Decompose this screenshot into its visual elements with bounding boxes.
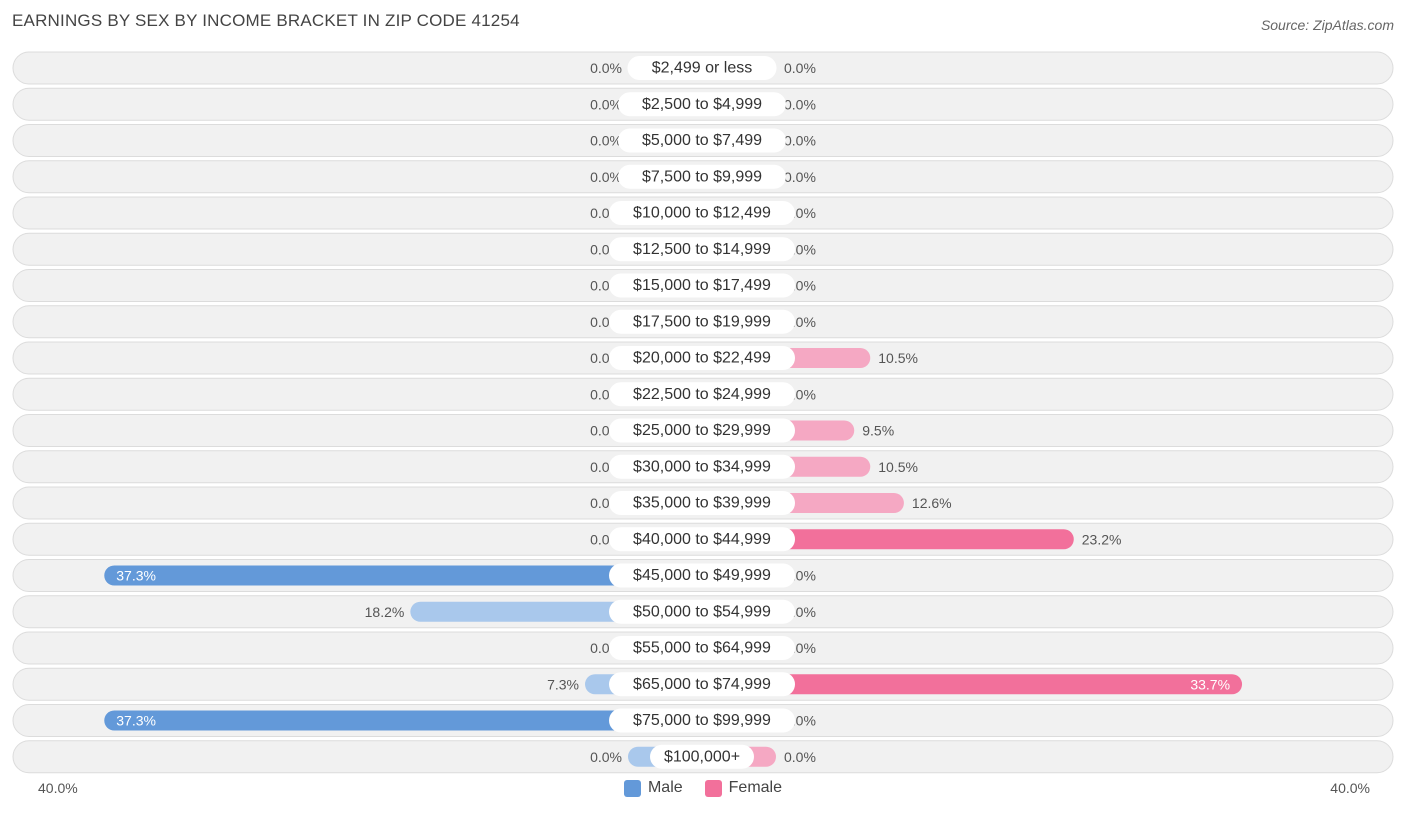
- category-label: $2,500 to $4,999: [642, 96, 762, 113]
- category-label: $10,000 to $12,499: [633, 205, 771, 222]
- category-label-background: [618, 128, 786, 153]
- category-label: $12,500 to $14,999: [633, 241, 771, 258]
- category-label: $55,000 to $64,999: [633, 640, 771, 657]
- legend-item-female: Female: [704, 779, 783, 797]
- female-value-label: 9.5%: [862, 423, 894, 439]
- category-label-background: [618, 92, 786, 117]
- female-value-label: 12.6%: [912, 495, 952, 511]
- category-label: $5,000 to $7,499: [642, 132, 762, 149]
- legend-male-label: Male: [647, 779, 683, 796]
- male-swatch-icon: [623, 779, 641, 797]
- category-label: $75,000 to $99,999: [633, 712, 771, 729]
- female-bar: [702, 529, 1074, 550]
- category-label: $100,000+: [664, 748, 740, 765]
- male-value-label: 0.0%: [590, 169, 622, 185]
- female-value-label: 10.5%: [878, 459, 918, 475]
- category-label: $17,500 to $19,999: [633, 313, 771, 330]
- category-label: $25,000 to $29,999: [633, 422, 771, 439]
- male-value-label: 0.0%: [590, 60, 622, 76]
- axis-right-label: 40.0%: [1330, 780, 1370, 796]
- female-value-label: 0.0%: [784, 60, 816, 76]
- female-value-label: 0.0%: [784, 133, 816, 149]
- male-value-label: 0.0%: [590, 749, 622, 765]
- axis-left-label: 40.0%: [38, 780, 78, 796]
- female-value-label: 0.0%: [784, 96, 816, 112]
- category-label-background: [609, 237, 795, 262]
- category-label-background: [627, 56, 777, 80]
- category-label-background: [618, 164, 786, 189]
- female-value-label: 33.7%: [1190, 676, 1230, 692]
- category-label-background: [609, 672, 795, 697]
- category-label: $2,499 or less: [652, 60, 753, 77]
- category-label: $40,000 to $44,999: [633, 531, 771, 548]
- category-label-background: [609, 273, 795, 298]
- category-label-background: [609, 382, 795, 407]
- category-label: $22,500 to $24,999: [633, 386, 771, 403]
- category-label: $7,500 to $9,999: [642, 168, 762, 185]
- category-label: $65,000 to $74,999: [633, 676, 771, 693]
- male-bar: [104, 710, 702, 731]
- legend-female-label: Female: [728, 779, 783, 796]
- male-value-label: 37.3%: [116, 568, 156, 584]
- male-value-label: 18.2%: [365, 604, 405, 620]
- male-value-label: 37.3%: [116, 713, 156, 729]
- category-label: $30,000 to $34,999: [633, 458, 771, 475]
- category-label-background: [609, 491, 795, 515]
- female-value-label: 0.0%: [784, 169, 816, 185]
- female-bar: [702, 674, 1243, 695]
- category-label-background: [609, 563, 795, 588]
- category-label-background: [650, 744, 754, 769]
- category-label-background: [609, 636, 795, 660]
- category-label: $15,000 to $17,499: [633, 277, 771, 294]
- category-label-background: [609, 201, 795, 225]
- legend: Male Female: [0, 779, 1406, 797]
- category-label-background: [609, 346, 795, 370]
- category-label: $35,000 to $39,999: [633, 495, 771, 512]
- male-bar: [104, 565, 702, 586]
- chart-title: EARNINGS BY SEX BY INCOME BRACKET IN ZIP…: [12, 11, 520, 30]
- male-value-label: 0.0%: [590, 133, 622, 149]
- female-swatch-icon: [704, 779, 722, 797]
- category-label: $20,000 to $22,499: [633, 350, 771, 367]
- female-value-label: 0.0%: [784, 749, 816, 765]
- category-label: $45,000 to $49,999: [633, 567, 771, 584]
- male-value-label: 0.0%: [590, 96, 622, 112]
- legend-item-male: Male: [623, 779, 683, 797]
- category-label-background: [609, 599, 795, 624]
- female-value-label: 23.2%: [1082, 531, 1122, 547]
- category-label-background: [609, 454, 795, 479]
- category-label-background: [609, 527, 795, 552]
- male-value-label: 7.3%: [547, 676, 579, 692]
- source-credit: Source: ZipAtlas.com: [1260, 17, 1394, 33]
- female-value-label: 10.5%: [878, 350, 918, 366]
- category-label-background: [609, 418, 795, 443]
- category-label-background: [609, 708, 795, 733]
- category-label: $50,000 to $54,999: [633, 603, 771, 620]
- category-label-background: [609, 309, 795, 334]
